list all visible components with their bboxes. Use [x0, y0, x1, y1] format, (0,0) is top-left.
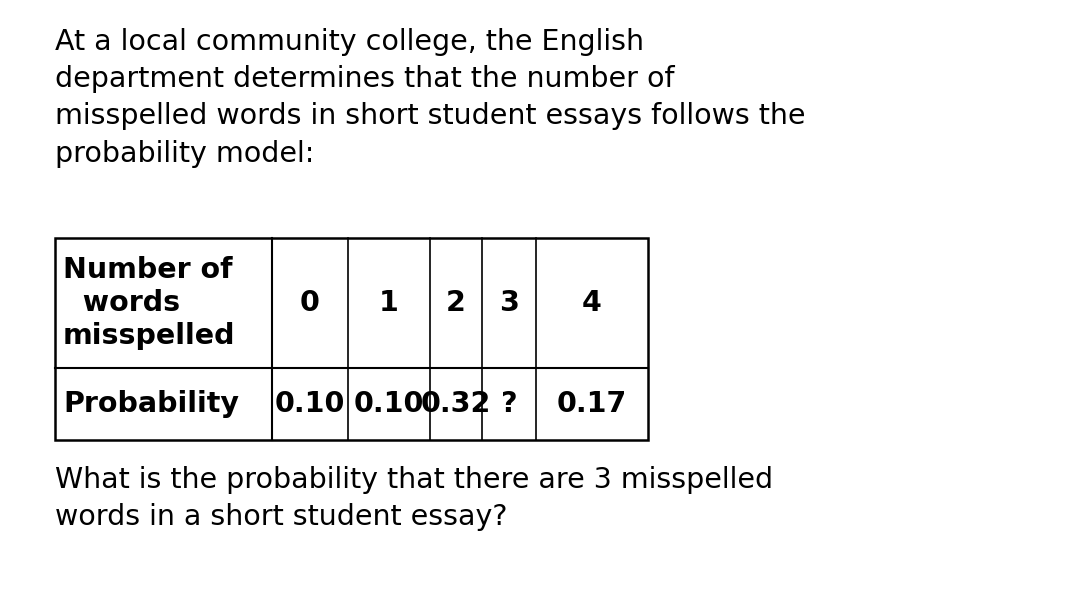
- Text: At a local community college, the English
department determines that the number : At a local community college, the Englis…: [55, 28, 806, 168]
- Text: 2: 2: [446, 289, 465, 317]
- Bar: [55, 238, 648, 440]
- Text: 0.10: 0.10: [274, 390, 346, 418]
- Text: What is the probability that there are 3 misspelled
words in a short student ess: What is the probability that there are 3…: [55, 466, 773, 532]
- Text: 1: 1: [379, 289, 399, 317]
- Text: 3: 3: [499, 289, 518, 317]
- Text: 0.32: 0.32: [421, 390, 491, 418]
- Text: Probability: Probability: [63, 390, 239, 418]
- Text: 0: 0: [300, 289, 320, 317]
- Text: 0.10: 0.10: [354, 390, 424, 418]
- Text: 0.17: 0.17: [557, 390, 627, 418]
- Text: Number of
  words
misspelled: Number of words misspelled: [63, 255, 235, 350]
- Text: ?: ?: [501, 390, 517, 418]
- Text: 4: 4: [582, 289, 602, 317]
